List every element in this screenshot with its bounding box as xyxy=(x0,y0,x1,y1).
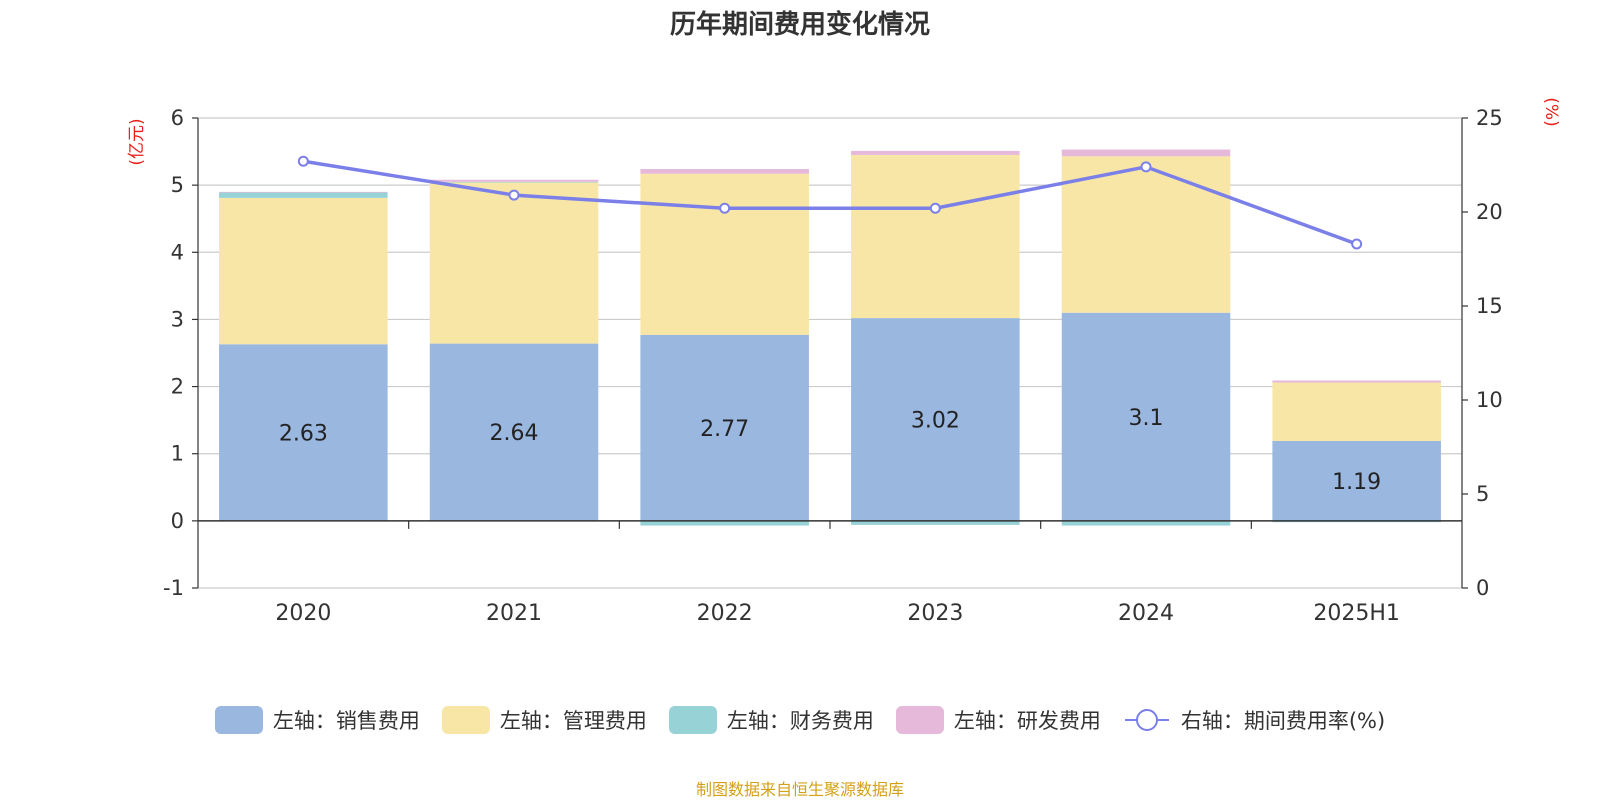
category-label: 2021 xyxy=(486,601,542,626)
right-tick-label: 10 xyxy=(1476,388,1503,412)
bar-segment xyxy=(640,169,809,174)
bar-segment xyxy=(1061,156,1231,313)
rate-point xyxy=(1140,161,1152,173)
rate-line xyxy=(297,155,1363,250)
legend-item[interactable]: 右轴：期间费用率(%) xyxy=(1123,705,1385,735)
left-tick-label: 3 xyxy=(171,307,184,331)
bar-segment xyxy=(1272,440,1441,521)
legend-label: 左轴：销售费用 xyxy=(272,709,420,733)
left-tick-label: 0 xyxy=(171,509,184,533)
rate-point xyxy=(297,155,309,167)
bar-segment xyxy=(851,154,1020,319)
category-label: 2023 xyxy=(907,601,963,626)
bar-segment xyxy=(640,334,809,521)
data-labels: 2.63 2.64 2.77 3.02 3.1 1.19 xyxy=(279,406,1381,495)
data-label: 1.19 xyxy=(1332,470,1381,495)
legend-swatch xyxy=(214,706,263,734)
bar-segment xyxy=(851,318,1020,521)
right-tick-label: 15 xyxy=(1476,294,1503,318)
legend-swatch xyxy=(441,706,490,734)
legend-swatch xyxy=(668,706,717,734)
bar-segment xyxy=(1061,520,1231,526)
legend-item[interactable]: 左轴：销售费用 xyxy=(214,705,420,735)
left-tick-label: 1 xyxy=(171,442,184,466)
bar-segment xyxy=(219,344,388,521)
right-axis-label: (%) xyxy=(1541,97,1561,126)
category-label: 2020 xyxy=(275,601,331,626)
data-label: 3.02 xyxy=(911,408,960,433)
legend-label: 左轴：研发费用 xyxy=(953,709,1101,733)
left-tick-label: 5 xyxy=(171,173,184,197)
category-label: 2024 xyxy=(1118,601,1174,626)
left-axis-label: (亿元) xyxy=(127,118,147,165)
data-label: 2.63 xyxy=(279,422,328,447)
bar-segment xyxy=(1061,312,1231,521)
rate-point xyxy=(508,189,520,201)
left-tick-label: 2 xyxy=(171,375,184,399)
right-tick-label: 5 xyxy=(1476,482,1489,506)
category-label: 2025H1 xyxy=(1313,601,1400,626)
bar-segment xyxy=(429,343,599,521)
bar-segment xyxy=(1272,380,1441,383)
rate-point xyxy=(1351,238,1363,250)
chart-title: 历年期间费用变化情况 xyxy=(669,10,930,40)
left-tick-label: 4 xyxy=(171,240,184,264)
legend-item[interactable]: 左轴：管理费用 xyxy=(441,705,647,735)
bar-segment xyxy=(219,197,388,345)
left-tick-label: -1 xyxy=(163,576,184,600)
rate-line-path xyxy=(303,159,1358,246)
right-tick-label: 0 xyxy=(1476,576,1489,600)
rate-point xyxy=(719,202,731,214)
legend-swatch xyxy=(895,706,944,734)
source-note: 制图数据来自恒生聚源数据库 xyxy=(695,780,904,799)
right-tick-label: 25 xyxy=(1476,106,1503,130)
legend: 左轴：销售费用 左轴：管理费用 左轴：财务费用 左轴：研发费用 右轴：期间费用率(%) xyxy=(0,700,1600,740)
left-tick-label: 6 xyxy=(171,106,184,130)
bar-segment xyxy=(640,520,809,526)
bar-segment xyxy=(640,173,809,335)
bar-segment xyxy=(851,520,1020,525)
legend-item[interactable]: 左轴：财务费用 xyxy=(668,705,874,735)
bars xyxy=(219,149,1441,526)
bar-segment xyxy=(1061,149,1231,157)
bar-segment xyxy=(219,191,388,193)
bar-segment xyxy=(219,192,388,198)
bar-segment xyxy=(429,181,599,183)
legend-item[interactable]: 左轴：研发费用 xyxy=(895,705,1101,735)
right-tick-label: 20 xyxy=(1476,200,1503,224)
legend-label: 左轴：财务费用 xyxy=(726,709,874,733)
data-label: 3.1 xyxy=(1129,406,1164,431)
bar-segment xyxy=(429,182,599,344)
legend-label: 左轴：管理费用 xyxy=(499,709,647,733)
bar-segment xyxy=(429,179,599,182)
rate-point xyxy=(929,202,941,214)
data-label: 2.77 xyxy=(700,417,749,442)
category-label: 2022 xyxy=(697,601,753,626)
data-label: 2.64 xyxy=(490,421,539,446)
legend-label: 右轴：期间费用率(%) xyxy=(1180,709,1386,733)
legend-line-swatch xyxy=(1124,709,1169,731)
bar-segment xyxy=(1272,382,1441,441)
bar-segment xyxy=(851,150,1020,155)
